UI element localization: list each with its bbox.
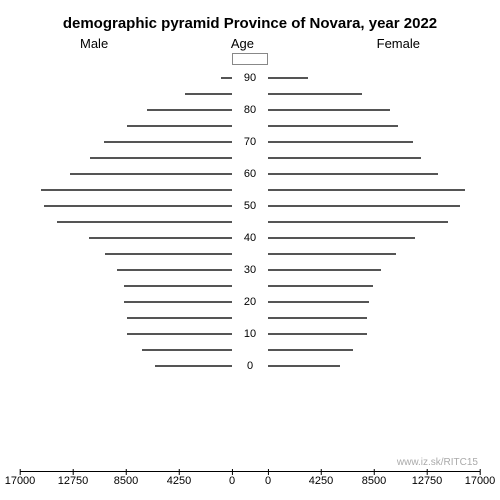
x-axis-line [20,471,480,472]
age-tick-label: 10 [244,328,256,340]
female-bar [268,125,398,127]
age-tick-label: 90 [244,72,256,84]
bar-row [20,119,480,133]
male-bar [127,317,232,319]
female-bar [268,157,421,159]
female-label: Female [377,36,420,51]
bar-row [20,151,480,165]
female-bar [268,333,367,335]
male-bar [89,237,232,239]
male-label: Male [80,36,108,51]
male-bar [155,365,232,367]
bars-wrapper: 90 80 70 60 50 40 30 20 10 0 [20,53,480,377]
age-tick-label: 60 [244,168,256,180]
age-tick-label: 40 [244,232,256,244]
x-tick: 12750 [58,475,89,487]
bar-row [20,215,480,229]
age-tick-label: 80 [244,104,256,116]
bar-row: 0 [20,359,480,373]
male-bar [44,205,232,207]
bar-row: 50 [20,199,480,213]
male-bar [41,189,232,191]
bar-row: 20 [20,295,480,309]
header-labels: Male Age Female [20,36,480,51]
female-bar [268,77,308,79]
female-bar [268,349,353,351]
female-bar [268,141,413,143]
male-bar [221,77,232,79]
bar-row: 10 [20,327,480,341]
female-bar [268,365,340,367]
male-bar [90,157,232,159]
male-bar [124,285,232,287]
female-bar [268,189,465,191]
bar-row [20,183,480,197]
watermark: www.iz.sk/RITC15 [397,457,478,468]
male-bar [124,301,232,303]
bar-row [20,279,480,293]
age-tick-label: 50 [244,200,256,212]
male-bar [117,269,232,271]
x-tick: 4250 [167,475,191,487]
bar-row: 90 [20,71,480,85]
pyramid-chart: demographic pyramid Province of Novara, … [0,0,500,500]
x-tick: 4250 [309,475,333,487]
female-bar [268,93,362,95]
x-tick: 0 [265,475,271,487]
age-tick-label: 70 [244,136,256,148]
x-tick: 8500 [362,475,386,487]
male-bar [105,253,232,255]
male-bar [127,333,232,335]
age-tick-label: 0 [247,360,253,372]
bar-row [20,247,480,261]
bar-row: 30 [20,263,480,277]
x-tick: 12750 [412,475,443,487]
bar-row: 70 [20,135,480,149]
bar-row: 60 [20,167,480,181]
male-bar [57,221,232,223]
female-bar [268,109,390,111]
x-tick: 17000 [5,475,36,487]
female-bar [268,221,448,223]
bar-row [20,87,480,101]
bar-row [20,343,480,357]
female-bar [268,237,415,239]
age-label: Age [231,36,254,51]
age-tick-label: 20 [244,296,256,308]
male-bar [142,349,232,351]
female-bar [268,301,369,303]
female-bar [268,269,381,271]
plot-area: 90 80 70 60 50 40 30 20 10 0 [20,53,480,433]
male-bar [185,93,232,95]
age-tick-label: 30 [244,264,256,276]
bar-row: 40 [20,231,480,245]
female-bar [268,317,367,319]
female-bar [268,205,460,207]
x-tick: 0 [229,475,235,487]
female-bar [268,285,373,287]
male-bar [70,173,232,175]
female-bar [268,253,396,255]
male-bar [104,141,232,143]
bar-row [20,311,480,325]
female-bar [268,173,438,175]
x-tick: 8500 [114,475,138,487]
x-axis-ticks: 17000127508500425000425085001275017000 [20,475,480,490]
bar-row: 80 [20,103,480,117]
male-bar [127,125,232,127]
male-bar [147,109,232,111]
x-tick: 17000 [465,475,496,487]
chart-title: demographic pyramid Province of Novara, … [20,15,480,32]
